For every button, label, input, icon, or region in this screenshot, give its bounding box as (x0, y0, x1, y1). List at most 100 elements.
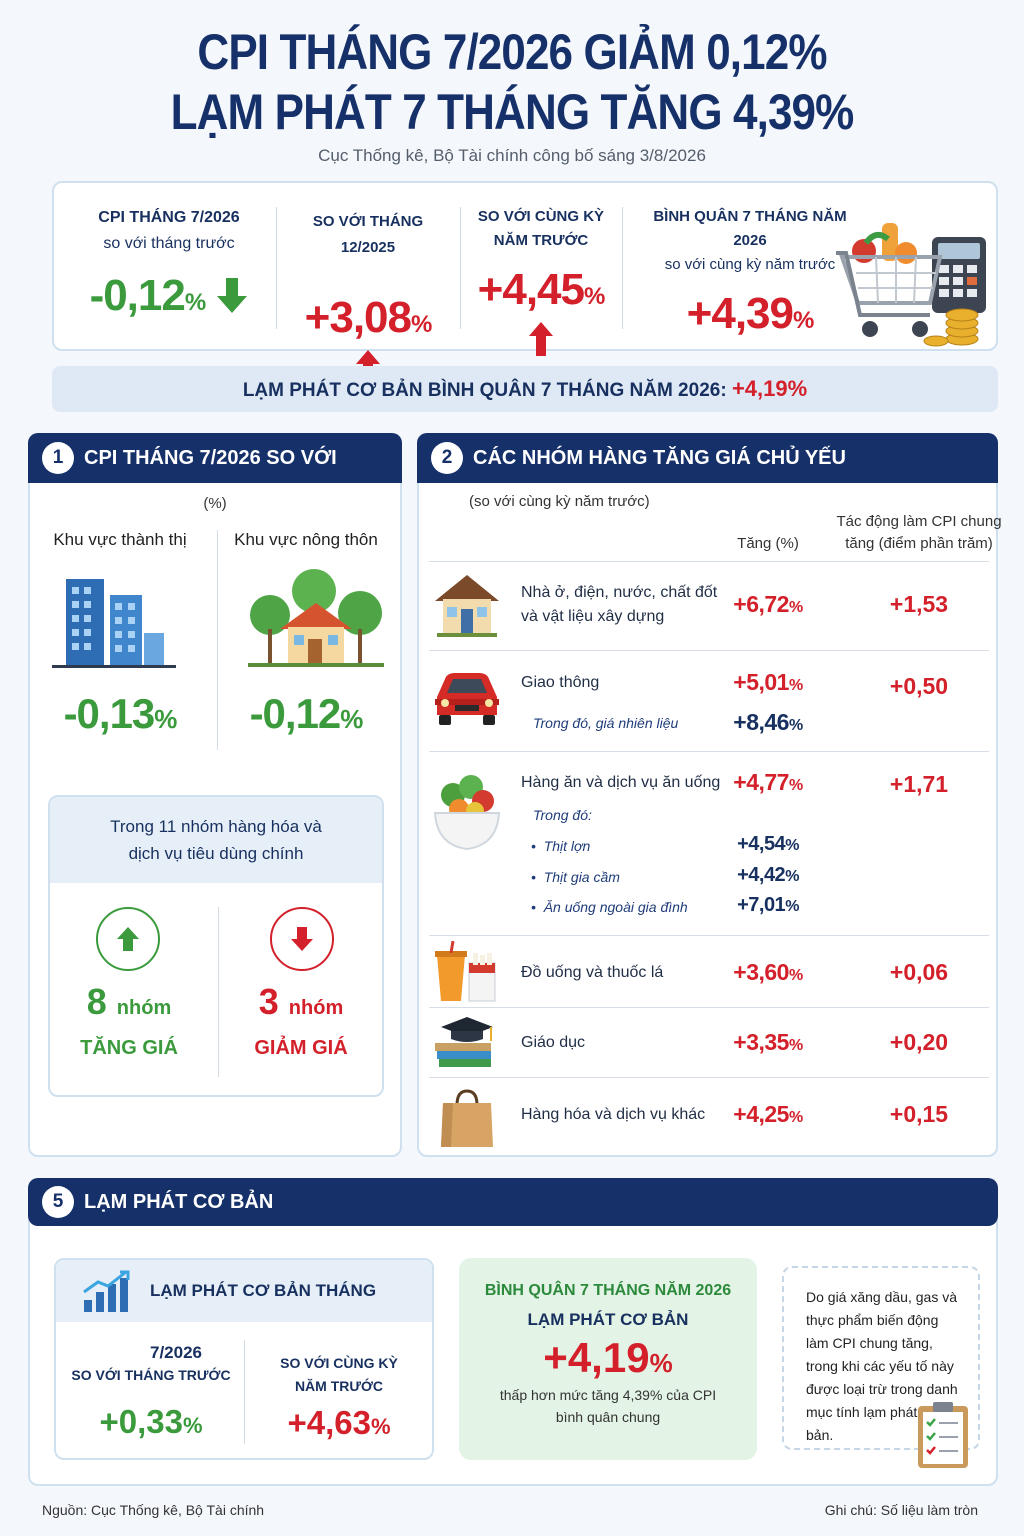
row-food-name: Hàng ăn và dịch vụ ăn uống (521, 774, 721, 791)
food-item-poultry-label: Thịt gia cầm (543, 869, 620, 885)
row-divider (429, 935, 989, 936)
food-item-eating-out-unit: % (785, 898, 799, 915)
summary-vs-dec: SO VỚI THÁNG 12/2025 +3,08% (288, 205, 448, 393)
summary-card: CPI THÁNG 7/2026 so với tháng trước -0,1… (52, 181, 998, 384)
core-avg-box: BÌNH QUÂN 7 THÁNG NĂM 2026 LẠM PHÁT CƠ B… (459, 1258, 757, 1460)
core-inflation-box: LẠM PHÁT CƠ BẢN THÁNG 7/2026 SO VỚI THÁN… (54, 1258, 434, 1460)
summary-avg7-number: +4,39 (686, 289, 794, 338)
urban-label: Khu vực thành thị (53, 530, 187, 549)
core-avg-number: +4,19 (543, 1334, 650, 1381)
decrease-count: 3 nhóm (226, 981, 376, 1023)
core-box-divider (244, 1340, 245, 1444)
clipboard-checklist-icon (918, 1402, 968, 1468)
core-yoy: SO VỚI CÙNG KỲ NĂM TRƯỚC +4,63% (254, 1352, 424, 1442)
groups-box: Trong 11 nhóm hàng hóa và dịch vụ tiêu d… (48, 795, 384, 1097)
arrow-down-icon (217, 278, 248, 313)
increase-circle (96, 907, 160, 971)
row-fuel-label: Trong đó, giá nhiên liệu (533, 715, 679, 731)
core-mom: SO VỚI THÁNG TRƯỚC +0,33% (66, 1352, 236, 1441)
food-item-poultry: • Thịt gia cầm (531, 869, 620, 885)
rural-label: Khu vực nông thôn (234, 530, 378, 549)
panel-2-number: 2 (431, 442, 463, 474)
col-impact-header: Tác động làm CPI chung tăng (điểm phần t… (824, 511, 1014, 555)
row-food-sub-head: Trong đó: (533, 807, 592, 823)
summary-divider (622, 207, 623, 329)
core-mom-label: SO VỚI THÁNG TRƯỚC (71, 1367, 231, 1383)
row-housing-unit: % (788, 599, 803, 616)
title-line-2: LẠM PHÁT 7 THÁNG TĂNG 4,39% (170, 84, 855, 140)
panel-1-header: 1 CPI THÁNG 7/2026 SO VỚI THÁNG TRƯỚC (28, 433, 402, 519)
row-housing-name-line-2: và vật liệu xây dựng (521, 608, 665, 625)
row-housing-number: +6,72 (733, 591, 789, 617)
shopping-bag-icon (441, 1089, 493, 1147)
increase-count-number: 8 (86, 981, 107, 1022)
panel-1-number: 1 (42, 442, 74, 474)
rural-number: -0,12 (249, 690, 342, 737)
row-transport-impact: +0,50 (889, 673, 949, 699)
food-item-poultry-unit: % (785, 868, 799, 885)
core-yoy-value: +4,63% (254, 1404, 424, 1442)
section-5-title: LẠM PHÁT CƠ BẢN (84, 1191, 274, 1213)
row-fuel-unit: % (788, 717, 803, 734)
decrease-count-unit: nhóm (288, 997, 344, 1019)
section-5-header: 5 LẠM PHÁT CƠ BẢN (28, 1178, 998, 1226)
summary-cpi-month-number: -0,12 (89, 271, 186, 320)
row-divider (429, 751, 989, 752)
panel-1-divider (217, 530, 218, 750)
summary-divider (276, 207, 277, 329)
food-item-pork-number: +4,54 (737, 833, 786, 855)
core-avg-title-1: BÌNH QUÂN 7 THÁNG NĂM 2026 (484, 1282, 732, 1299)
col-increase-header: Tăng (%) (737, 535, 799, 552)
row-food-unit: % (788, 777, 803, 794)
row-drinks-number: +3,60 (733, 959, 789, 985)
summary-cpi-month-label2: so với tháng trước (103, 235, 235, 252)
row-food-value: +4,77% (723, 769, 813, 796)
summary-cpi-month: CPI THÁNG 7/2026 so với tháng trước -0,1… (74, 205, 264, 321)
decrease-count-number: 3 (258, 981, 279, 1022)
core-avg-note: thấp hơn mức tăng 4,39% của CPI bình quâ… (459, 1384, 757, 1428)
row-fuel-number: +8,46 (733, 709, 789, 735)
panel-1-unit: (%) (203, 495, 227, 512)
summary-avg7-unit: % (793, 307, 814, 334)
core-inflation-bar-value: +4,19% (731, 376, 808, 401)
bar-chart-icon (83, 1270, 130, 1312)
food-item-poultry-value: +4,42% (723, 864, 813, 887)
core-avg-title-2: LẠM PHÁT CƠ BẢN (527, 1310, 689, 1329)
arrow-up-icon (529, 322, 553, 356)
increase-label: TĂNG GIÁ (80, 1037, 178, 1059)
row-divider (429, 650, 989, 651)
row-education-number: +3,35 (733, 1029, 789, 1055)
summary-avg7-label2: so với cùng kỳ năm trước (664, 256, 836, 273)
urban-unit: % (154, 704, 177, 734)
food-item-pork: • Thịt lợn (531, 838, 591, 854)
city-buildings-icon (52, 579, 176, 668)
row-housing-name-line-1: Nhà ở, điện, nước, chất đốt (521, 584, 718, 601)
core-avg-note-line-1: thấp hơn mức tăng 4,39% của CPI (499, 1387, 717, 1403)
urban-number: -0,13 (63, 690, 156, 737)
row-housing-impact: +1,53 (889, 591, 949, 617)
row-drinks-unit: % (788, 967, 803, 984)
core-yoy-number: +4,63 (287, 1404, 371, 1441)
decrease-circle (270, 907, 334, 971)
core-mom-value: +0,33% (66, 1403, 236, 1441)
row-education-name: Giáo dục (521, 1034, 586, 1051)
row-education-impact: +0,20 (889, 1029, 949, 1055)
rural-house-icon (248, 569, 384, 667)
core-mom-number: +0,33 (99, 1403, 183, 1440)
summary-cpi-month-unit: % (184, 289, 206, 316)
arrow-up-icon (117, 927, 139, 951)
groups-title-line-2: dịch vụ tiêu dùng chính (128, 844, 304, 863)
col-impact-header-line-1: Tác động làm CPI chung (836, 513, 1002, 530)
summary-vs-yoy-value: +4,45% (466, 265, 616, 365)
food-bowl-icon (433, 775, 501, 851)
decrease-label: GIẢM GIÁ (254, 1037, 348, 1059)
section-5-number: 5 (42, 1186, 74, 1218)
summary-vs-yoy: SO VỚI CÙNG KỲ NĂM TRƯỚC +4,45% (466, 205, 616, 365)
food-item-eating-out: • Ăn uống ngoài gia đình (531, 899, 688, 915)
row-transport-unit: % (788, 677, 803, 694)
graduation-icon (435, 1017, 493, 1067)
increase-count: 8 nhóm (54, 981, 204, 1023)
row-drinks-impact: +0,06 (889, 959, 949, 985)
explanation-note-text: Do giá xăng dầu, gas và thực phẩm biến đ… (806, 1289, 958, 1443)
summary-vs-yoy-unit: % (584, 283, 605, 310)
